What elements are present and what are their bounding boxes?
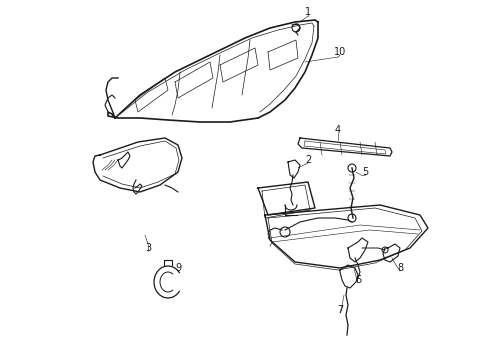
Text: 7: 7: [337, 305, 343, 315]
Text: 4: 4: [335, 125, 341, 135]
Text: 3: 3: [145, 243, 151, 253]
Text: 9: 9: [175, 263, 181, 273]
Text: 6: 6: [355, 275, 361, 285]
Text: 1: 1: [305, 7, 311, 17]
Text: 2: 2: [305, 155, 311, 165]
Text: 10: 10: [334, 47, 346, 57]
Text: 8: 8: [397, 263, 403, 273]
Text: 5: 5: [362, 167, 368, 177]
